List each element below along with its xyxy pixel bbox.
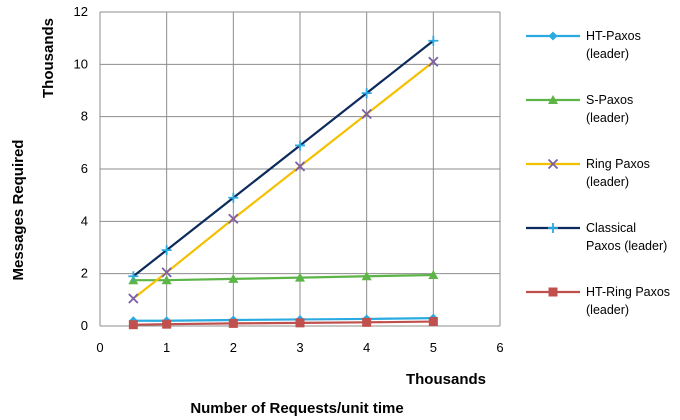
legend-marker xyxy=(547,158,559,170)
data-point xyxy=(161,245,172,256)
legend-entry-1: HT-Paxos (leader) xyxy=(526,29,641,61)
x-tick-label: 2 xyxy=(230,340,237,355)
data-point xyxy=(428,269,439,279)
data-point xyxy=(295,140,305,151)
legend-label: (leader) xyxy=(586,303,629,317)
legend-label: S-Paxos xyxy=(586,93,633,107)
legend-label: HT-Paxos xyxy=(586,29,641,43)
x-tick-label: 6 xyxy=(496,340,503,355)
legend-label: Ring Paxos xyxy=(586,157,650,171)
legend-marker xyxy=(548,31,558,41)
data-point xyxy=(228,318,238,328)
y-tick-label: 6 xyxy=(81,161,88,176)
legend: HT-Paxos(leader)S-Paxos(leader)Ring Paxo… xyxy=(526,29,670,317)
legend-label: (leader) xyxy=(586,111,629,125)
data-point xyxy=(128,320,138,330)
x-tick-label: 4 xyxy=(363,340,370,355)
series-group xyxy=(128,35,439,330)
data-point xyxy=(428,35,439,46)
legend-entry-2: S-Paxos (leader) xyxy=(526,93,633,125)
y-tick-label: 2 xyxy=(81,266,88,281)
data-point xyxy=(228,273,239,283)
y-tick-label: 8 xyxy=(81,109,88,124)
data-point xyxy=(161,267,172,278)
series-line xyxy=(133,320,434,326)
x-tick-label: 5 xyxy=(430,340,437,355)
data-point xyxy=(361,108,372,120)
x-axis-units: Thousands xyxy=(406,371,486,388)
legend-label: HT-Ring Paxos xyxy=(586,285,670,299)
series-line xyxy=(133,317,434,322)
legend-entry-5: HT-Ring Paxos (leader) xyxy=(526,285,670,317)
series-3 xyxy=(128,56,439,304)
y-tick-label: 10 xyxy=(74,56,88,71)
data-point xyxy=(295,272,305,282)
data-point xyxy=(428,317,438,327)
series-line xyxy=(133,273,434,282)
series-5 xyxy=(128,317,438,330)
legend-marker xyxy=(548,287,558,297)
series-4 xyxy=(128,35,439,282)
data-point xyxy=(361,88,372,99)
x-tick-label: 3 xyxy=(296,340,303,355)
legend-marker xyxy=(548,223,558,233)
legend-label: Paxos (leader) xyxy=(586,239,667,253)
data-point xyxy=(162,319,172,329)
series-line xyxy=(132,60,435,300)
data-point xyxy=(128,271,139,282)
series-line xyxy=(132,39,435,278)
legend-entry-4: Classical Paxos (leader) xyxy=(526,221,667,253)
y-axis-units: Thousands xyxy=(40,18,57,98)
legend-label: (leader) xyxy=(586,47,629,61)
data-point xyxy=(362,317,372,327)
y-axis-label: Messages Required xyxy=(10,140,27,281)
data-point xyxy=(294,161,306,172)
y-tick-label: 12 xyxy=(74,4,88,19)
data-point xyxy=(295,318,305,328)
data-point xyxy=(128,293,139,304)
y-tick-label: 0 xyxy=(81,318,88,333)
data-point xyxy=(428,56,439,67)
legend-label: (leader) xyxy=(586,175,629,189)
y-tick-label: 4 xyxy=(81,213,88,228)
data-point xyxy=(228,192,239,203)
legend-label: Classical xyxy=(586,221,636,235)
x-axis-label: Number of Requests/unit time xyxy=(190,400,403,417)
x-tick-label: 0 xyxy=(96,340,103,355)
x-tick-label: 1 xyxy=(163,340,170,355)
data-point xyxy=(228,213,239,224)
data-point xyxy=(161,275,172,285)
legend-entry-3: Ring Paxos (leader) xyxy=(526,157,650,189)
legend-marker xyxy=(548,95,558,104)
data-point xyxy=(361,271,372,281)
